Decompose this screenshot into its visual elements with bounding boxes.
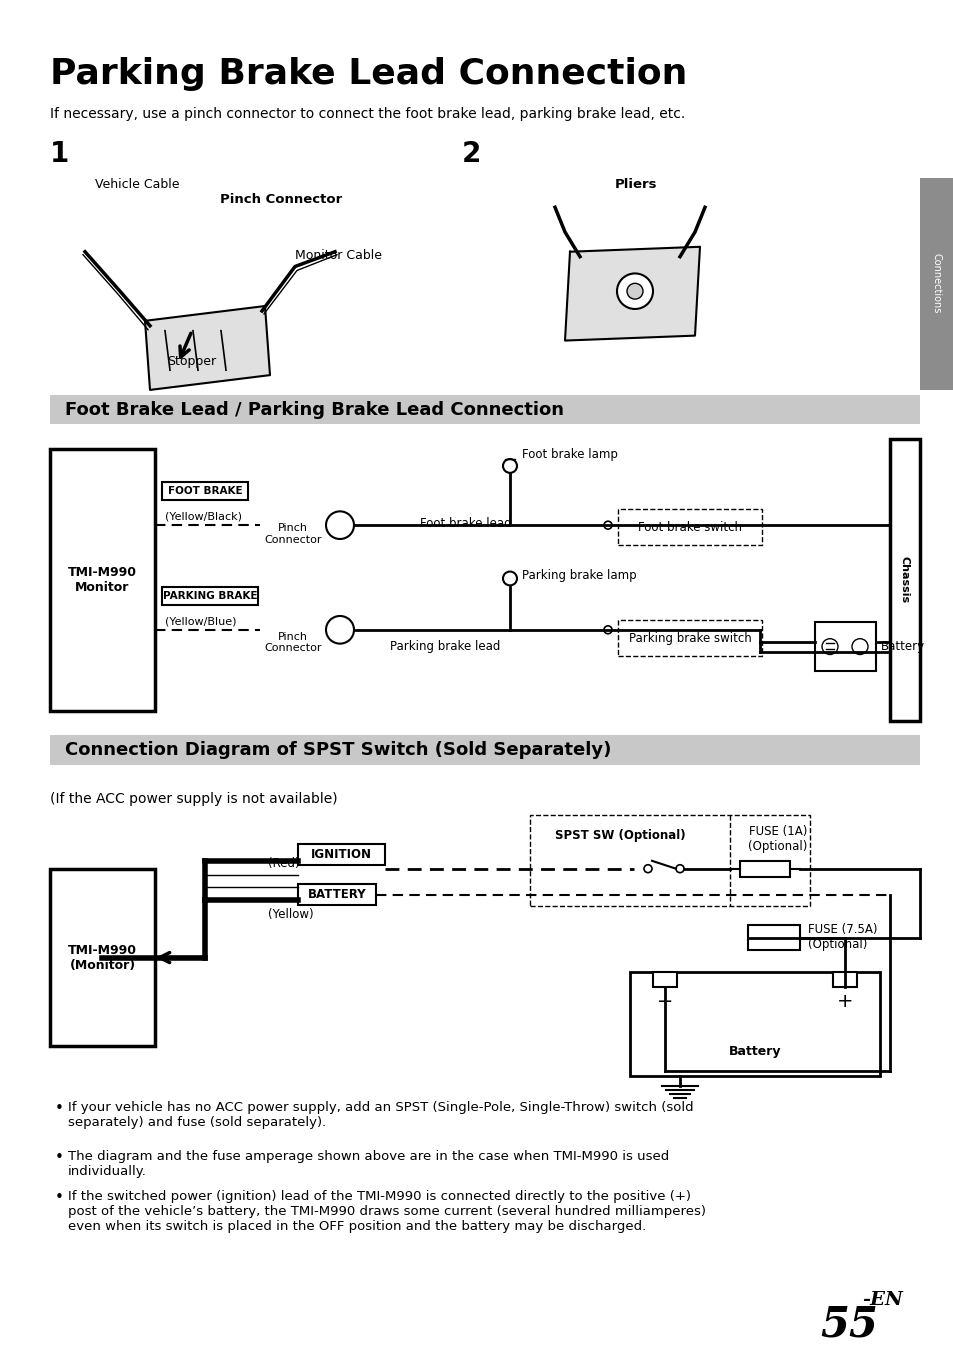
Text: •: • xyxy=(55,1101,64,1115)
Text: SPST SW (Optional): SPST SW (Optional) xyxy=(554,829,684,842)
Bar xyxy=(740,861,789,876)
Circle shape xyxy=(851,638,867,654)
Text: (Red): (Red) xyxy=(268,857,299,869)
Text: 55: 55 xyxy=(820,1303,877,1345)
Bar xyxy=(530,815,809,906)
Text: IGNITION: IGNITION xyxy=(311,848,372,861)
Text: TMI-M990
(Monitor): TMI-M990 (Monitor) xyxy=(68,944,137,972)
Text: -EN: -EN xyxy=(862,1291,902,1309)
Text: TMI-M990
Monitor: TMI-M990 Monitor xyxy=(68,566,137,594)
Circle shape xyxy=(676,865,683,872)
Bar xyxy=(889,439,919,721)
Polygon shape xyxy=(145,306,270,389)
Text: Monitor Cable: Monitor Cable xyxy=(294,249,381,262)
Text: Pliers: Pliers xyxy=(615,177,657,191)
Text: If the switched power (ignition) lead of the TMI-M990 is connected directly to t: If the switched power (ignition) lead of… xyxy=(68,1190,705,1233)
Polygon shape xyxy=(564,247,700,341)
Bar xyxy=(747,925,800,949)
Text: Stopper: Stopper xyxy=(168,356,216,368)
Text: (Yellow/Black): (Yellow/Black) xyxy=(165,511,242,522)
Text: 2: 2 xyxy=(461,141,481,168)
Bar xyxy=(919,177,953,389)
Text: Battery: Battery xyxy=(728,1045,781,1057)
Text: Foot brake switch: Foot brake switch xyxy=(638,521,741,534)
Bar xyxy=(50,449,154,711)
Text: PARKING BRAKE: PARKING BRAKE xyxy=(163,591,257,602)
Bar xyxy=(618,510,761,545)
Circle shape xyxy=(502,460,517,473)
Text: FOOT BRAKE: FOOT BRAKE xyxy=(168,485,242,496)
Text: Battery: Battery xyxy=(880,639,924,653)
Text: 1: 1 xyxy=(50,141,70,168)
Text: Foot brake lead: Foot brake lead xyxy=(419,518,511,530)
Bar xyxy=(50,735,919,765)
Text: •: • xyxy=(55,1151,64,1165)
Circle shape xyxy=(626,284,642,299)
Bar xyxy=(652,972,677,987)
Text: Pinch
Connector: Pinch Connector xyxy=(264,523,321,545)
Circle shape xyxy=(603,522,612,529)
Text: Vehicle Cable: Vehicle Cable xyxy=(95,177,179,191)
Text: Foot brake lamp: Foot brake lamp xyxy=(521,448,618,461)
Text: BATTERY: BATTERY xyxy=(308,888,366,902)
Circle shape xyxy=(326,511,354,539)
Text: Connections: Connections xyxy=(931,253,941,314)
Text: −: − xyxy=(656,992,673,1011)
Bar xyxy=(297,844,385,865)
Bar xyxy=(50,869,154,1046)
Text: The diagram and the fuse amperage shown above are in the case when TMI-M990 is u: The diagram and the fuse amperage shown … xyxy=(68,1151,669,1178)
Bar xyxy=(832,972,856,987)
Bar xyxy=(297,884,375,906)
Text: If your vehicle has no ACC power supply, add an SPST (Single-Pole, Single-Throw): If your vehicle has no ACC power supply,… xyxy=(68,1101,693,1129)
Text: (Yellow/Blue): (Yellow/Blue) xyxy=(165,617,236,627)
Text: (Yellow): (Yellow) xyxy=(268,909,314,921)
Bar xyxy=(618,621,761,657)
Circle shape xyxy=(821,638,837,654)
Bar xyxy=(629,972,879,1076)
Text: Parking Brake Lead Connection: Parking Brake Lead Connection xyxy=(50,57,687,91)
Text: Parking brake lead: Parking brake lead xyxy=(390,639,500,653)
Text: Pinch
Connector: Pinch Connector xyxy=(264,631,321,653)
Bar xyxy=(162,587,257,606)
Text: •: • xyxy=(55,1190,64,1205)
Text: FUSE (7.5A)
(Optional): FUSE (7.5A) (Optional) xyxy=(807,923,877,952)
Text: Parking brake switch: Parking brake switch xyxy=(628,631,751,645)
Text: Pinch Connector: Pinch Connector xyxy=(220,193,342,207)
Text: If necessary, use a pinch connector to connect the foot brake lead, parking brak: If necessary, use a pinch connector to c… xyxy=(50,107,684,120)
Circle shape xyxy=(326,617,354,644)
Bar xyxy=(814,622,875,672)
Circle shape xyxy=(502,572,517,585)
Text: Parking brake lamp: Parking brake lamp xyxy=(521,569,636,581)
Text: Connection Diagram of SPST Switch (Sold Separately): Connection Diagram of SPST Switch (Sold … xyxy=(65,741,611,760)
Text: (If the ACC power supply is not available): (If the ACC power supply is not availabl… xyxy=(50,792,337,806)
Circle shape xyxy=(643,865,651,872)
Bar xyxy=(162,481,248,499)
Circle shape xyxy=(617,273,652,310)
Bar xyxy=(50,395,919,425)
Text: +: + xyxy=(836,992,852,1011)
Circle shape xyxy=(603,626,612,634)
Text: Foot Brake Lead / Parking Brake Lead Connection: Foot Brake Lead / Parking Brake Lead Con… xyxy=(65,400,563,419)
Text: Chassis: Chassis xyxy=(899,557,909,603)
Text: FUSE (1A)
(Optional): FUSE (1A) (Optional) xyxy=(747,825,807,853)
